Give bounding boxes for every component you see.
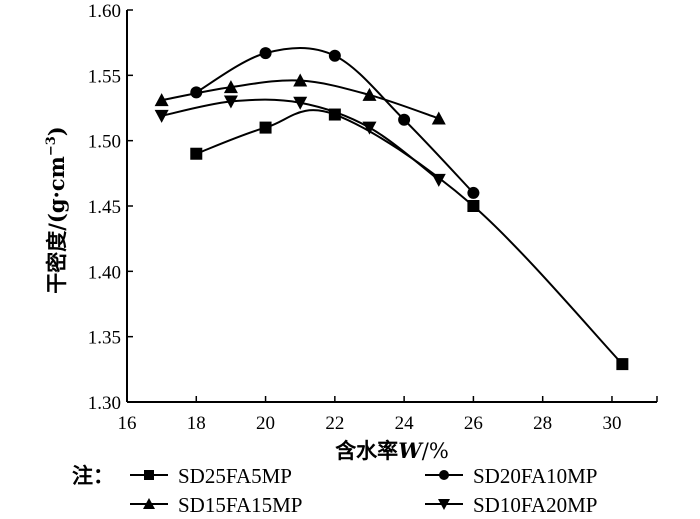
marker-triangle-down [223,95,238,109]
axes: 16 18 20 22 24 26 28 30 1.30 1.35 1.40 1.45 1.50 1.55… [88,1,658,434]
legend-item-SD20FA10MP: SD20FA10MP [425,464,597,488]
y-tick-label: 1.35 [88,328,121,349]
marker-square [467,200,480,212]
legend-label: SD15FA15MP [178,493,302,517]
marker-triangle-up [362,87,377,101]
y-axis-title: 干密度/(g·cm−3) [44,126,69,294]
marker-square [190,147,203,160]
legend-item-SD25FA5MP: SD25FA5MP [130,464,292,488]
marker-circle [328,49,341,62]
marker-triangle-down [293,96,308,110]
marker-triangle-up [143,498,155,509]
y-tick-label: 1.60 [88,1,121,22]
marker-circle [439,470,449,480]
marker-square [616,358,629,371]
marker-triangle-up [293,73,308,87]
x-axis-title: 含水率W/% [335,438,449,463]
x-tick-label: 16 [118,413,137,434]
series-line-SD25FA5MP [195,109,624,365]
y-tick-label: 1.50 [88,132,121,153]
marker-square [144,470,154,480]
legend: 注： SD25FA5MP SD20FA10MP SD15FA15MP SD10FA20… [72,463,597,517]
marker-circle [467,186,480,199]
marker-triangle-up [431,111,446,125]
x-tick-label: 18 [187,413,206,434]
markers [154,47,629,371]
legend-item-SD10FA20MP: SD10FA20MP [425,493,597,517]
marker-triangle-down [362,121,377,135]
y-tick-label: 1.40 [88,262,121,283]
y-tick-label: 1.55 [88,66,121,87]
marker-triangle-down [431,173,446,187]
marker-circle [190,86,203,99]
marker-square [259,121,272,134]
x-tick-label: 22 [325,413,344,434]
y-tick-label: 1.45 [88,197,121,218]
x-tick-label: 30 [602,413,621,434]
legend-label: SD10FA20MP [473,493,597,517]
x-tick-label: 20 [256,413,275,434]
x-tick-label: 26 [464,413,483,434]
y-tick-label: 1.30 [88,393,121,414]
marker-circle [398,113,411,126]
marker-triangle-up [223,80,238,94]
x-tick-label: 24 [395,413,415,434]
legend-label: SD20FA10MP [473,464,597,488]
marker-triangle-down [154,109,169,123]
x-tick-label: 28 [533,413,552,434]
legend-item-SD15FA15MP: SD15FA15MP [130,493,302,517]
marker-square [328,108,341,121]
marker-triangle-up [154,93,169,107]
legend-note: 注： [72,463,114,488]
curves [161,47,624,365]
legend-label: SD25FA5MP [178,464,292,488]
marker-triangle-down [438,499,450,510]
marker-circle [259,47,272,60]
